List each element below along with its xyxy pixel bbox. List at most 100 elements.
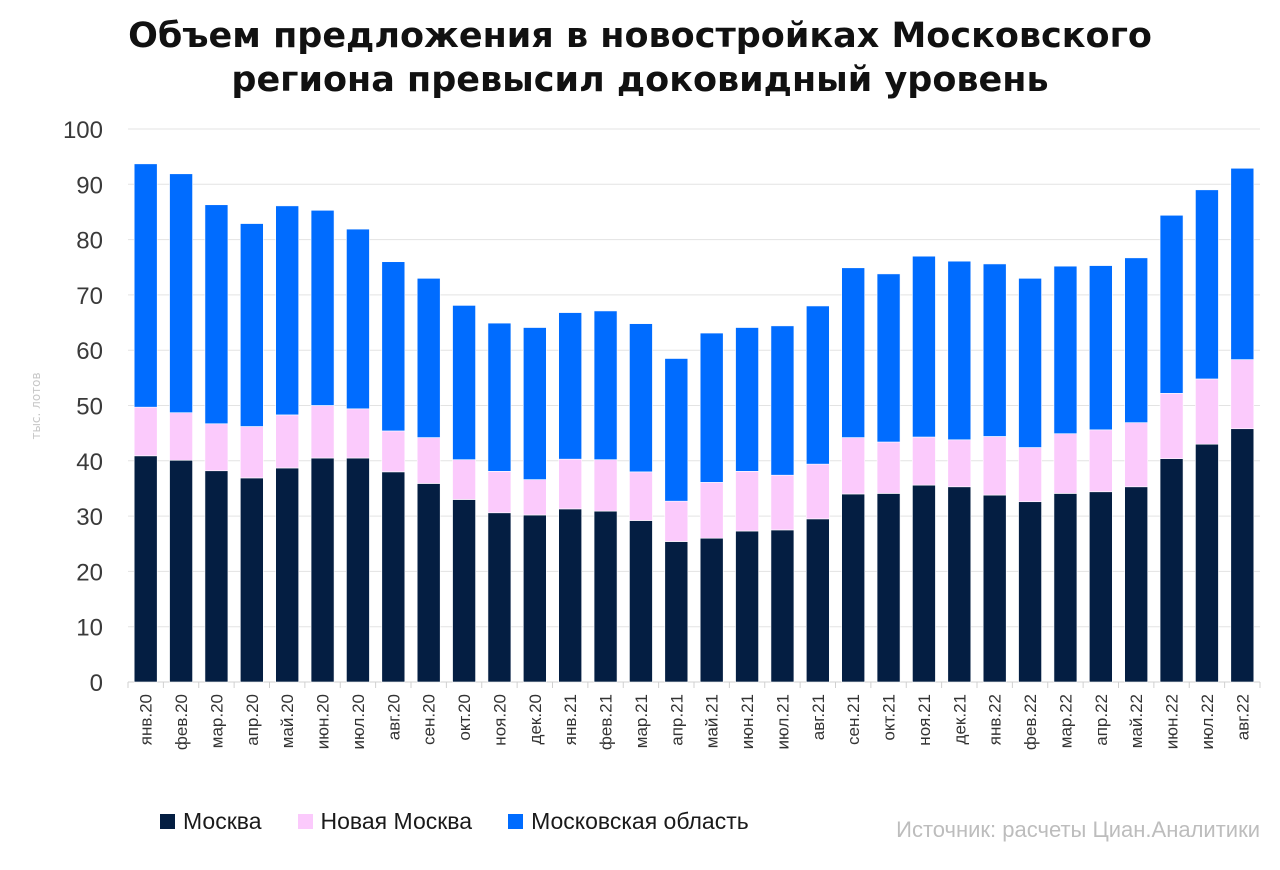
legend-swatch-new-moscow [297,813,313,829]
bar-0-13 [593,510,618,683]
x-tick-label-12: янв.21 [561,694,580,745]
bar-1-0 [133,406,158,457]
x-tick-label-16: май.21 [703,694,722,748]
legend-label-moscow-region: Московская область [531,807,749,834]
legend-label-new-moscow: Новая Москва [320,807,473,834]
x-tick-label-10: ноя.20 [490,694,509,746]
bar-1-12 [558,458,582,510]
bar-1-5 [310,405,335,459]
legend-label-moscow: Москва [183,807,262,834]
bar-1-7 [381,430,406,473]
bar-0-26 [1053,493,1078,683]
y-tick-label-90: 90 [76,172,103,199]
y-tick-label-50: 50 [76,394,103,421]
bar-1-25 [1018,447,1042,503]
y-tick-label-10: 10 [76,615,103,642]
bar-2-23 [947,260,972,441]
x-tick-label-27: апр.22 [1092,694,1111,746]
y-tick-label-70: 70 [76,283,103,310]
bar-1-26 [1053,433,1078,494]
legend-swatch-moscow [160,813,175,829]
bar-0-19 [806,518,830,683]
y-tick-label-40: 40 [76,449,103,476]
bar-0-9 [452,499,476,683]
bar-1-19 [806,463,830,520]
bar-1-1 [169,412,193,461]
chart-legend: Москва Новая Москва Московская область [160,806,785,836]
x-tick-label-17: июн.21 [738,694,757,749]
bar-2-18 [770,325,795,476]
bar-1-13 [593,459,618,512]
bar-1-28 [1124,422,1148,488]
bar-2-27 [1089,265,1113,431]
bar-1-29 [1159,393,1184,459]
bar-2-24 [982,263,1007,437]
bar-2-28 [1124,257,1148,423]
bar-2-2 [204,204,229,425]
bar-1-31 [1230,359,1255,430]
bar-1-11 [523,479,547,516]
legend-swatch-moscow-region [508,813,524,829]
x-tick-label-26: мар.22 [1056,694,1075,748]
bar-1-16 [699,482,724,539]
x-tick-label-5: июн.20 [314,694,333,749]
y-tick-label-20: 20 [76,559,103,586]
chart-title-line-1: Объем предложения в новостройках Московс… [128,16,1152,56]
x-tick-label-0: янв.20 [137,694,156,745]
x-tick-label-22: ноя.21 [915,694,934,746]
chart-title: Объем предложения в новостройках Московс… [0,14,1280,102]
bar-1-22 [912,436,936,486]
x-tick-label-4: май.20 [278,694,297,748]
x-tick-label-15: апр.21 [667,694,686,746]
bar-2-3 [240,223,264,427]
bar-2-5 [310,209,335,406]
bar-0-1 [169,459,193,683]
bar-2-14 [629,323,653,473]
x-tick-label-18: июл.21 [773,694,792,749]
bar-1-17 [735,471,759,532]
bar-2-0 [133,163,158,408]
bar-2-13 [593,310,618,460]
x-tick-label-19: авг.21 [809,694,828,740]
bar-0-4 [275,467,299,683]
bar-2-19 [806,305,830,465]
bar-0-8 [416,483,441,683]
bar-0-24 [982,494,1007,683]
x-tick-label-9: окт.20 [455,694,474,741]
bar-0-5 [310,457,335,683]
y-tick-label-30: 30 [76,504,103,531]
bar-0-14 [629,520,653,683]
x-tick-label-30: июл.22 [1198,694,1217,749]
bar-1-4 [275,414,299,469]
bar-0-28 [1124,486,1148,683]
y-tick-label-60: 60 [76,338,103,365]
bar-2-4 [275,205,299,416]
x-tick-label-11: дек.20 [526,694,545,744]
bar-1-15 [664,500,689,542]
bar-2-11 [523,327,547,480]
bar-1-10 [487,471,512,514]
bar-0-20 [841,493,865,683]
y-tick-label-0: 0 [90,670,103,697]
bar-1-18 [770,474,795,531]
bar-0-12 [558,508,582,683]
bar-0-22 [912,484,936,683]
bar-1-6 [346,408,370,459]
x-tick-label-25: фев.22 [1021,694,1040,750]
bar-2-21 [876,273,901,443]
bar-0-15 [664,541,689,683]
bar-0-17 [735,530,759,683]
x-tick-label-1: фев.20 [172,694,191,750]
bar-2-25 [1018,278,1042,448]
legend-item-moscow-region: Московская область [508,808,749,835]
bar-2-9 [452,305,476,460]
x-tick-label-2: мар.20 [207,694,226,748]
bar-0-3 [240,477,264,683]
x-tick-label-13: фев.21 [597,694,616,750]
x-tick-label-28: май.22 [1127,694,1146,748]
bar-2-10 [487,322,512,472]
x-tick-label-8: сен.20 [420,694,439,745]
bar-2-22 [912,255,936,438]
bar-2-1 [169,173,193,413]
bar-0-23 [947,486,972,683]
